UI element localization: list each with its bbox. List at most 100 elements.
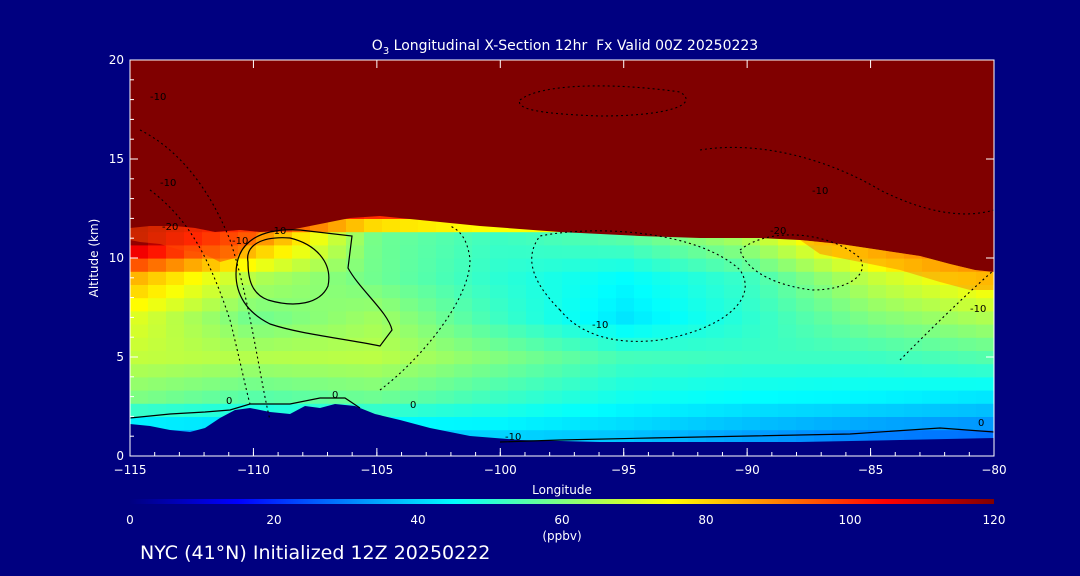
field-cell [526,310,545,325]
x-tick-label: −95 [611,463,636,477]
field-cell [436,244,455,259]
field-cell [688,350,707,365]
field-cell [634,337,653,351]
field-cell [310,310,329,325]
field-cell [850,403,869,417]
field-cell [436,416,455,431]
field-cell [148,310,167,325]
field-cell [886,297,905,312]
field-cell [544,416,563,431]
field-cell [346,231,365,246]
field-cell [238,350,257,365]
field-cell [760,403,779,417]
field-cell [310,390,329,404]
field-cell [742,284,761,299]
field-cell [526,403,545,417]
field-cell [670,310,689,325]
field-cell [706,376,725,391]
field-cell [562,337,581,351]
field-cell [832,376,851,391]
field-cell [454,350,473,365]
field-cell [832,337,851,351]
field-cell [436,324,455,338]
field-cell [166,258,185,272]
field-cell [868,337,887,351]
field-cell [454,390,473,404]
field-cell [544,403,563,417]
field-cell [508,271,527,285]
field-cell [616,244,635,259]
field-cell [886,310,905,325]
field-cell [526,231,545,246]
field-cell [832,284,851,299]
field-cell [832,258,851,272]
contour-dotted-west [139,129,271,421]
field-cell [598,390,617,404]
field-cell [580,429,599,444]
field-cell [580,403,599,417]
field-cell [724,271,743,285]
field-cell [238,390,257,404]
field-cell [850,271,869,285]
field-cell [166,403,185,417]
field-cell [760,310,779,325]
field-cell [166,416,185,431]
field-cell [742,350,761,365]
field-cell [706,363,725,378]
field-cell [652,390,671,404]
field-cell [976,324,994,338]
field-cell [616,390,635,404]
field-cell [940,350,959,365]
y-tick-label: 15 [109,152,124,166]
tropopause-transition [130,226,260,262]
field-cell [526,258,545,272]
field-cell [634,244,653,259]
field-cell [274,376,293,391]
field-cell [472,297,491,312]
field-cell [544,297,563,312]
field-cell [310,271,329,285]
field-cell [382,258,401,272]
field-cell [436,363,455,378]
field-cell [796,363,815,378]
contour-label: -10 [970,304,986,315]
contour-label: -10 [160,178,176,189]
field-cell [562,350,581,365]
field-cell [400,258,419,272]
field-cell [130,337,149,351]
field-cell [832,429,851,444]
field-cell [670,390,689,404]
field-cell [688,376,707,391]
field-cell [760,429,779,444]
field-cell [508,416,527,431]
field-cell [328,310,347,325]
field-cell [778,376,797,391]
field-cell [976,376,994,391]
field-cell [958,403,977,417]
field-cell [274,297,293,312]
field-cell [526,324,545,338]
field-cell [148,284,167,299]
field-cell [130,376,149,391]
field-cell [472,363,491,378]
field-cell [310,350,329,365]
field-cell [472,310,491,325]
field-cell [328,297,347,312]
field-cell [346,376,365,391]
contour-label: 0 [226,396,232,407]
contour-dotted-west2 [149,189,251,405]
field-cell [310,284,329,299]
field-cell [832,403,851,417]
field-cell [814,271,833,285]
field-cell [400,310,419,325]
field-cell [598,271,617,285]
field-cell [940,416,959,431]
field-cell [220,297,239,312]
field-cell [310,363,329,378]
field-cell [958,390,977,404]
field-cell [652,416,671,431]
field-cell [166,337,185,351]
field-cell [850,297,869,312]
field-cell [130,390,149,404]
field-cell [202,337,221,351]
